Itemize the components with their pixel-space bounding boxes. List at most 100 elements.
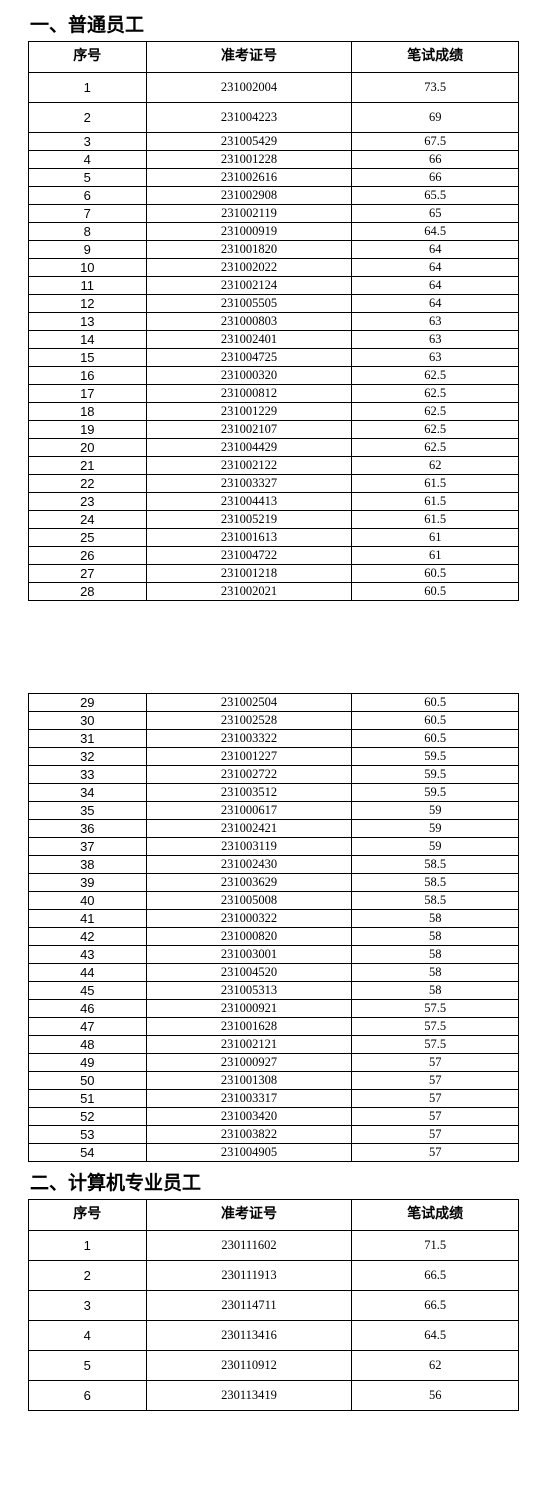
cell-score: 58.5 xyxy=(352,874,519,892)
cell-score: 58.5 xyxy=(352,856,519,874)
cell-seq: 11 xyxy=(29,277,147,295)
cell-seq: 17 xyxy=(29,385,147,403)
cell-id: 231002124 xyxy=(146,277,352,295)
cell-id: 231003119 xyxy=(146,838,352,856)
cell-seq: 50 xyxy=(29,1072,147,1090)
cell-id: 231004722 xyxy=(146,547,352,565)
cell-id: 231003822 xyxy=(146,1126,352,1144)
table-row: 2123100212262 xyxy=(29,457,519,475)
table-row: 2323100441361.5 xyxy=(29,493,519,511)
cell-seq: 6 xyxy=(29,1381,147,1411)
cell-seq: 44 xyxy=(29,964,147,982)
cell-score: 57 xyxy=(352,1090,519,1108)
cell-score: 60.5 xyxy=(352,712,519,730)
table-row: 923100182064 xyxy=(29,241,519,259)
cell-score: 57 xyxy=(352,1072,519,1090)
cell-score: 59.5 xyxy=(352,766,519,784)
cell-seq: 43 xyxy=(29,946,147,964)
cell-score: 60.5 xyxy=(352,730,519,748)
table-row: 523011091262 xyxy=(29,1351,519,1381)
cell-id: 231002430 xyxy=(146,856,352,874)
cell-seq: 18 xyxy=(29,403,147,421)
cell-seq: 39 xyxy=(29,874,147,892)
cell-seq: 3 xyxy=(29,1291,147,1321)
cell-score: 62 xyxy=(352,457,519,475)
col-score: 笔试成绩 xyxy=(352,1200,519,1231)
table-row: 623100290865.5 xyxy=(29,187,519,205)
cell-id: 231002504 xyxy=(146,694,352,712)
table-row: 3923100362958.5 xyxy=(29,874,519,892)
cell-id: 231003322 xyxy=(146,730,352,748)
table-row: 3723100311959 xyxy=(29,838,519,856)
cell-score: 62.5 xyxy=(352,367,519,385)
cell-id: 231003420 xyxy=(146,1108,352,1126)
table-row: 723100211965 xyxy=(29,205,519,223)
cell-score: 57.5 xyxy=(352,1036,519,1054)
cell-score: 61 xyxy=(352,529,519,547)
col-id: 准考证号 xyxy=(146,42,352,73)
cell-seq: 6 xyxy=(29,187,147,205)
col-seq: 序号 xyxy=(29,42,147,73)
cell-seq: 16 xyxy=(29,367,147,385)
cell-score: 65 xyxy=(352,205,519,223)
table-row: 2623100472261 xyxy=(29,547,519,565)
cell-score: 64.5 xyxy=(352,223,519,241)
section2-table: 序号 准考证号 笔试成绩 123011160271.5223011191366.… xyxy=(28,1199,519,1411)
cell-id: 231001218 xyxy=(146,565,352,583)
table-row: 1923100210762.5 xyxy=(29,421,519,439)
table-row: 1023100202264 xyxy=(29,259,519,277)
cell-id: 231004429 xyxy=(146,439,352,457)
cell-id: 231002401 xyxy=(146,331,352,349)
cell-score: 66 xyxy=(352,169,519,187)
cell-score: 56 xyxy=(352,1381,519,1411)
cell-seq: 48 xyxy=(29,1036,147,1054)
table-row: 223011191366.5 xyxy=(29,1261,519,1291)
cell-score: 65.5 xyxy=(352,187,519,205)
cell-id: 231002616 xyxy=(146,169,352,187)
table-row: 1323100080363 xyxy=(29,313,519,331)
cell-id: 231000921 xyxy=(146,1000,352,1018)
table-row: 323011471166.5 xyxy=(29,1291,519,1321)
table-row: 3023100252860.5 xyxy=(29,712,519,730)
cell-id: 231001229 xyxy=(146,403,352,421)
cell-seq: 51 xyxy=(29,1090,147,1108)
table-row: 4823100212157.5 xyxy=(29,1036,519,1054)
cell-seq: 7 xyxy=(29,205,147,223)
cell-id: 231003327 xyxy=(146,475,352,493)
table-row: 2023100442962.5 xyxy=(29,439,519,457)
cell-seq: 27 xyxy=(29,565,147,583)
cell-id: 231000820 xyxy=(146,928,352,946)
table-row: 3323100272259.5 xyxy=(29,766,519,784)
table-row: 4523100531358 xyxy=(29,982,519,1000)
cell-score: 63 xyxy=(352,349,519,367)
cell-score: 61 xyxy=(352,547,519,565)
table-header-row: 序号 准考证号 笔试成绩 xyxy=(29,1200,519,1231)
cell-seq: 32 xyxy=(29,748,147,766)
cell-seq: 37 xyxy=(29,838,147,856)
cell-id: 231003001 xyxy=(146,946,352,964)
cell-score: 57 xyxy=(352,1144,519,1162)
cell-id: 231000919 xyxy=(146,223,352,241)
cell-id: 231004223 xyxy=(146,103,352,133)
cell-id: 230110912 xyxy=(146,1351,352,1381)
cell-seq: 42 xyxy=(29,928,147,946)
cell-score: 61.5 xyxy=(352,493,519,511)
cell-score: 58 xyxy=(352,946,519,964)
cell-score: 60.5 xyxy=(352,694,519,712)
cell-seq: 33 xyxy=(29,766,147,784)
cell-score: 66 xyxy=(352,151,519,169)
cell-seq: 53 xyxy=(29,1126,147,1144)
cell-score: 58 xyxy=(352,964,519,982)
cell-seq: 20 xyxy=(29,439,147,457)
cell-score: 62.5 xyxy=(352,421,519,439)
cell-seq: 15 xyxy=(29,349,147,367)
cell-score: 58 xyxy=(352,982,519,1000)
cell-id: 230114711 xyxy=(146,1291,352,1321)
cell-id: 231003317 xyxy=(146,1090,352,1108)
cell-score: 62 xyxy=(352,1351,519,1381)
table-row: 5023100130857 xyxy=(29,1072,519,1090)
table-row: 1223100550564 xyxy=(29,295,519,313)
cell-id: 231002528 xyxy=(146,712,352,730)
cell-seq: 14 xyxy=(29,331,147,349)
cell-id: 231005313 xyxy=(146,982,352,1000)
